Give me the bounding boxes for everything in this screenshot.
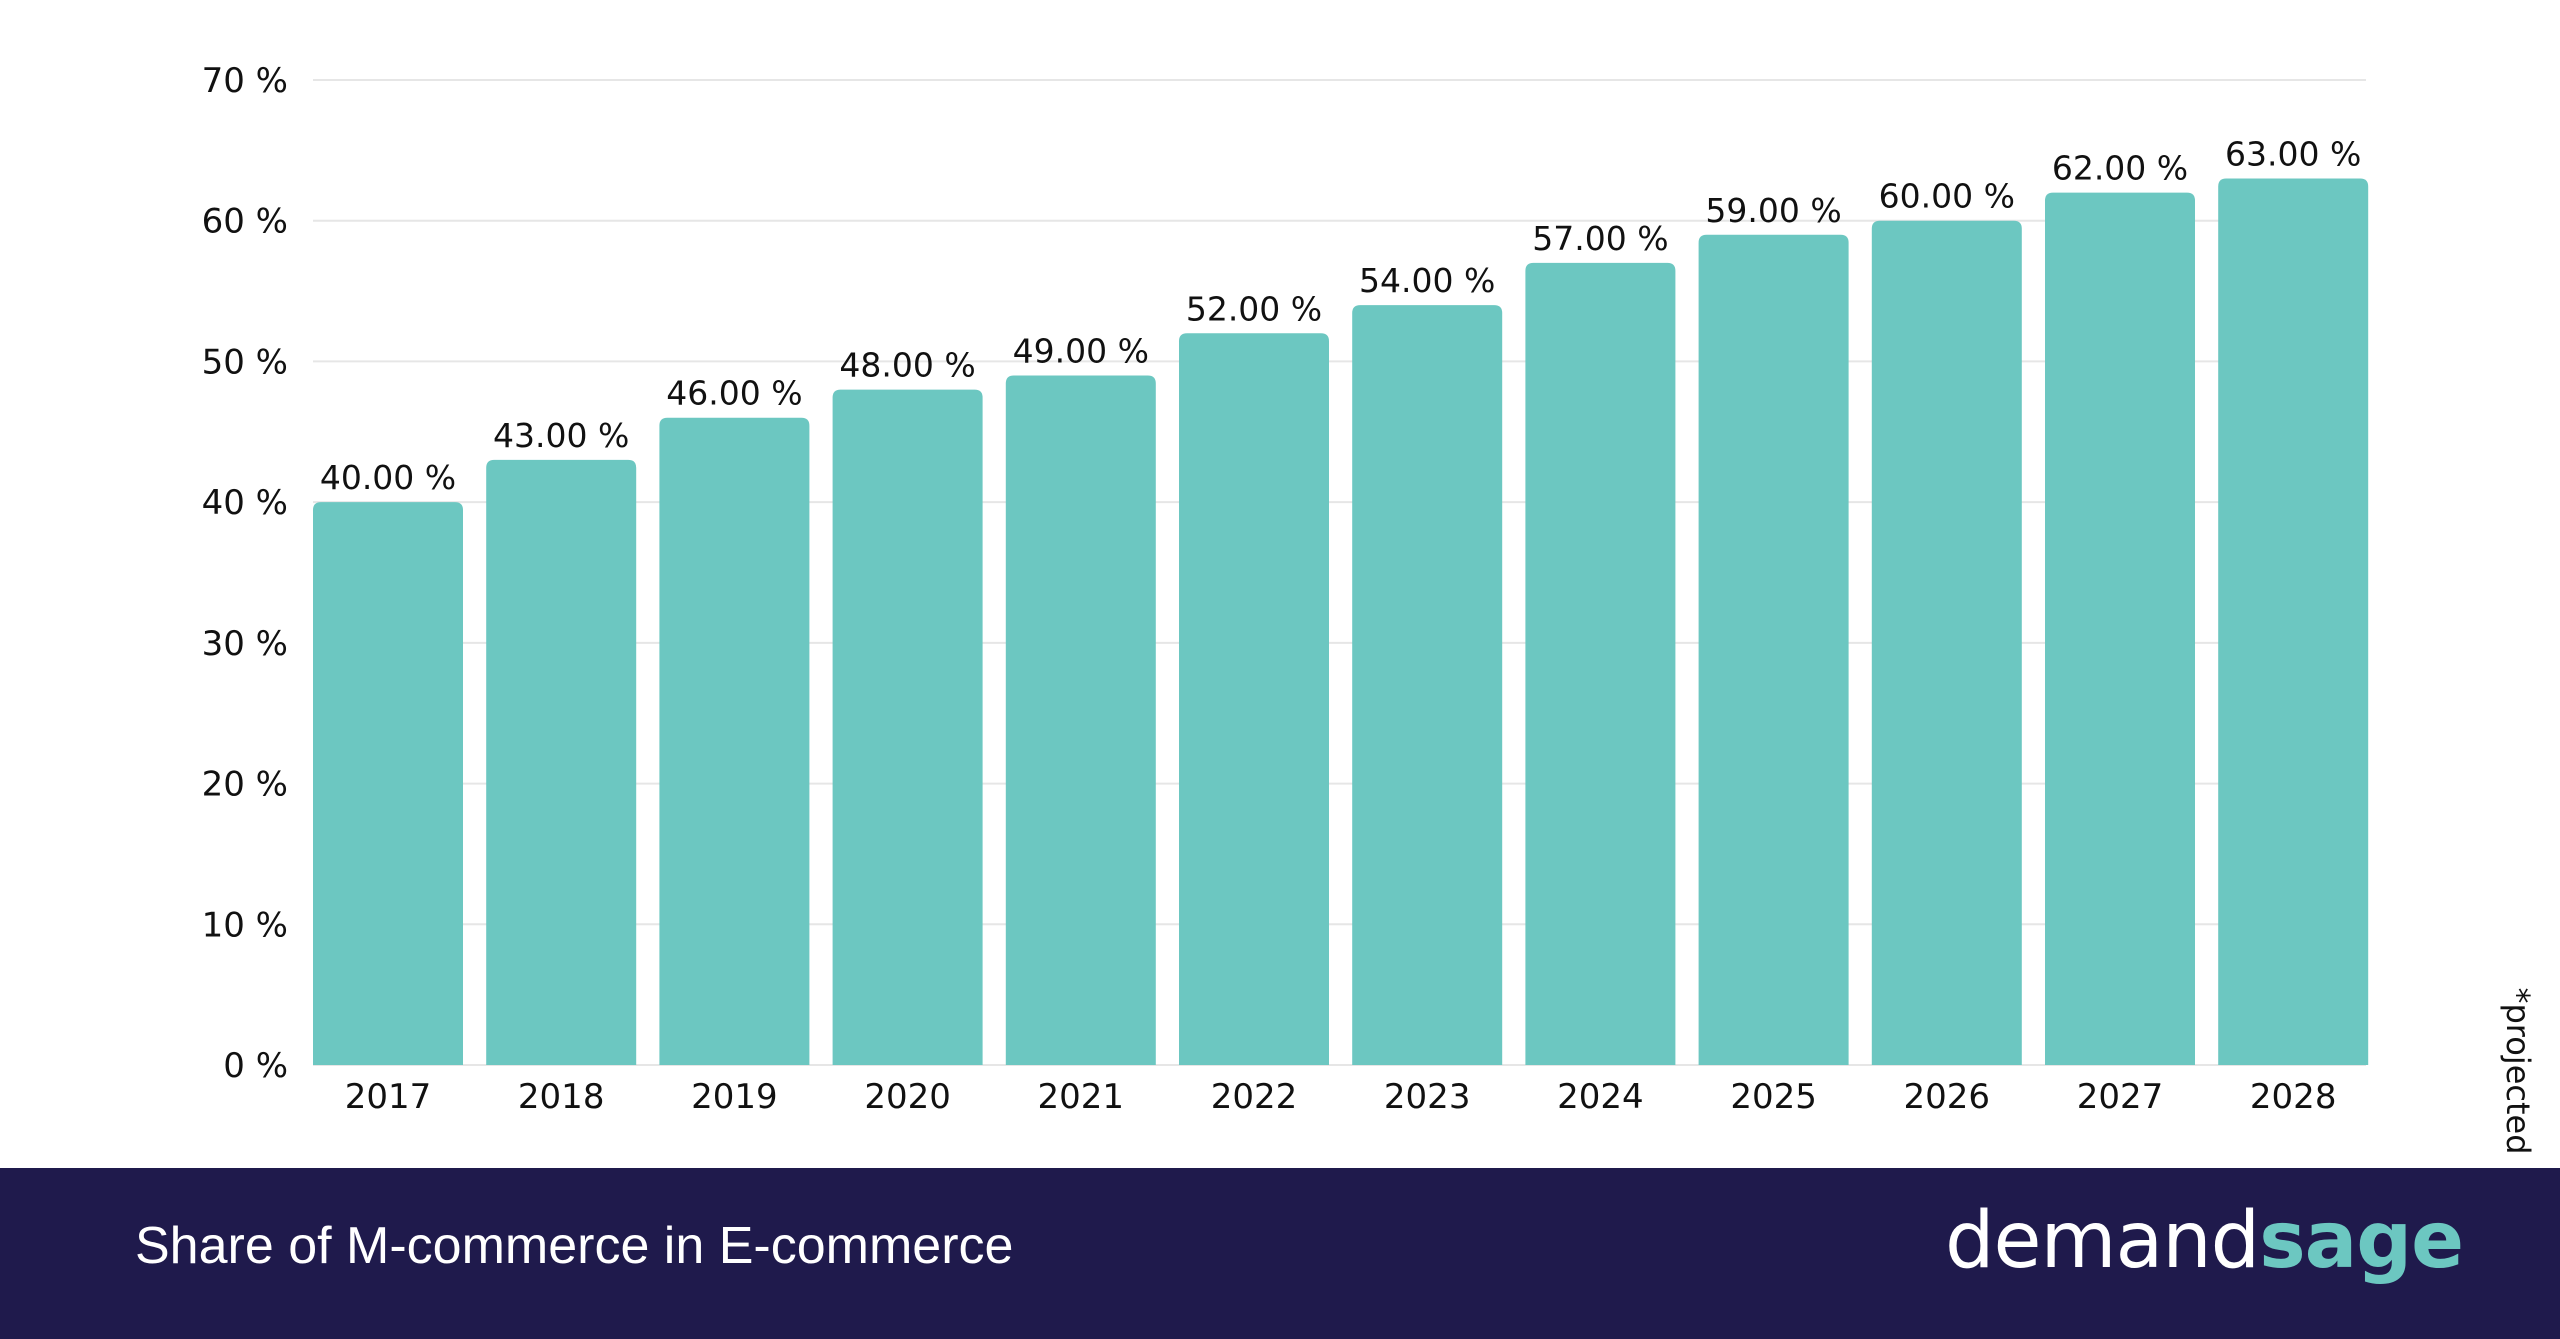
x-tick-label: 2023 xyxy=(1384,1077,1471,1117)
projected-note: *projected xyxy=(2499,987,2537,1155)
y-tick-label: 60 % xyxy=(202,202,288,242)
x-tick-label: 2025 xyxy=(1730,1077,1817,1117)
bar-2028 xyxy=(2218,178,2369,1065)
data-label: 62.00 % xyxy=(2052,149,2188,188)
bar-2025 xyxy=(1698,234,1849,1066)
data-label: 59.00 % xyxy=(1705,191,1841,230)
bar-2019 xyxy=(659,417,810,1065)
bar-2027 xyxy=(2045,192,2195,1066)
logo-text-demand: demand xyxy=(1944,1196,2260,1286)
logo-text-sage: sage xyxy=(2259,1196,2464,1286)
bar-2020 xyxy=(832,389,983,1066)
bar-2026 xyxy=(1871,220,2022,1065)
y-tick-label: 0 % xyxy=(223,1046,288,1086)
data-label: 63.00 % xyxy=(2225,135,2361,174)
y-tick-label: 30 % xyxy=(202,624,288,664)
x-tick-label: 2018 xyxy=(518,1077,605,1117)
x-tick-label: 2020 xyxy=(864,1077,951,1117)
y-tick-label: 70 % xyxy=(202,61,288,101)
demandsage-logo: demandsage xyxy=(1944,1196,2464,1286)
chart-title: Share of M-commerce in E-commerce xyxy=(135,1217,1014,1275)
bar-chart: 0 % 10 % 20 % 30 % 40 % 50 % 60 % 70 % 40.00 % 20… xyxy=(202,61,2369,1117)
data-label: 48.00 % xyxy=(839,346,975,385)
x-tick-label: 2019 xyxy=(691,1077,778,1117)
y-tick-label: 50 % xyxy=(202,342,288,382)
y-tick-label: 20 % xyxy=(202,765,288,805)
x-tick-label: 2026 xyxy=(1904,1077,1991,1117)
bar-2024 xyxy=(1525,262,1676,1065)
x-tick-label: 2022 xyxy=(1211,1077,1298,1117)
data-label: 57.00 % xyxy=(1532,219,1668,258)
footer-banner: Share of M-commerce in E-commerce demand… xyxy=(0,1168,2560,1339)
data-label: 49.00 % xyxy=(1013,332,1149,371)
x-tick-label: 2027 xyxy=(2077,1077,2164,1117)
data-label: 54.00 % xyxy=(1359,261,1495,300)
bar-2021 xyxy=(1005,375,1156,1065)
y-tick-label: 10 % xyxy=(202,905,288,945)
data-label: 60.00 % xyxy=(1879,177,2015,216)
data-label: 40.00 % xyxy=(320,458,456,497)
x-tick-label: 2028 xyxy=(2250,1077,2337,1117)
y-tick-label: 40 % xyxy=(202,483,288,523)
bar-2017 xyxy=(313,502,463,1066)
data-label: 46.00 % xyxy=(666,374,802,413)
data-label: 43.00 % xyxy=(493,416,629,455)
bar-2018 xyxy=(486,459,637,1065)
x-tick-label: 2017 xyxy=(345,1077,432,1117)
bar-2022 xyxy=(1179,333,1329,1065)
data-label: 52.00 % xyxy=(1186,289,1322,328)
x-tick-label: 2021 xyxy=(1038,1077,1125,1117)
x-tick-label: 2024 xyxy=(1557,1077,1644,1117)
bar-2023 xyxy=(1352,305,1503,1066)
